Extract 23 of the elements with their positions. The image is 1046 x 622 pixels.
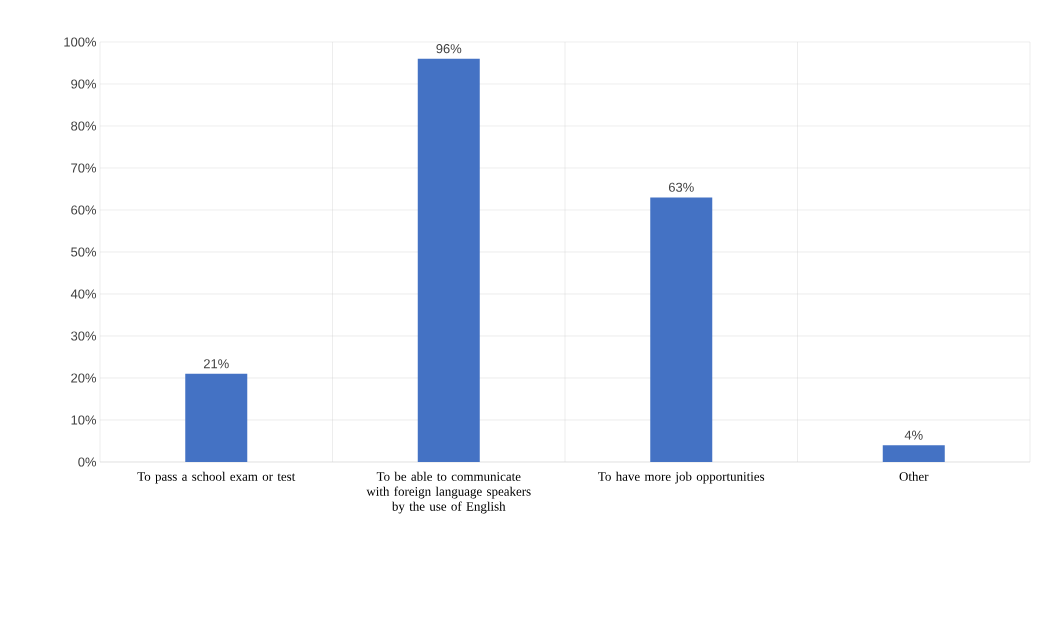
y-tick-label: 20%	[71, 373, 97, 383]
y-tick-label: 50%	[71, 247, 97, 257]
data-label: 4%	[904, 430, 923, 440]
bar	[185, 373, 248, 462]
x-tick-label: To be able to communicate with foreign language speakers by the use of English	[366, 471, 531, 514]
y-tick-label: 70%	[71, 163, 97, 173]
x-tick-label: Other	[899, 471, 929, 481]
bar	[417, 58, 480, 462]
bar	[650, 197, 713, 462]
data-label: 21%	[203, 359, 229, 369]
x-tick-label: To have more job opportunities	[598, 471, 765, 484]
data-label: 96%	[436, 44, 462, 54]
y-tick-label: 0%	[78, 457, 97, 467]
data-label: 63%	[668, 182, 694, 192]
bar	[882, 445, 945, 462]
y-tick-label: 30%	[71, 331, 97, 341]
y-tick-label: 40%	[70, 289, 97, 299]
y-tick-label: 80%	[71, 121, 97, 131]
y-tick-label: 60%	[71, 205, 97, 215]
y-tick-label: 90%	[71, 79, 97, 89]
x-tick-label: To pass a school exam or test	[137, 471, 296, 484]
y-tick-label: 100%	[64, 37, 97, 47]
y-tick-label: 10%	[71, 415, 97, 425]
